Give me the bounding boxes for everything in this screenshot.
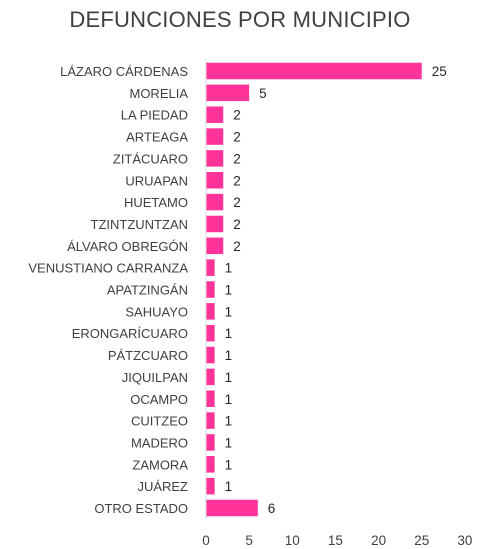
value-label: 1 xyxy=(225,435,233,450)
value-label: 2 xyxy=(233,173,241,188)
value-label: 2 xyxy=(233,130,241,145)
category-label: ZITÁCUARO xyxy=(113,151,188,166)
bar xyxy=(206,259,215,276)
x-tick-label: 25 xyxy=(414,533,429,548)
category-label: SAHUAYO xyxy=(125,304,188,319)
category-label: ERONGARÍCUARO xyxy=(72,326,188,341)
category-label: ÁLVARO OBREGÓN xyxy=(67,239,188,254)
value-label: 1 xyxy=(225,348,233,363)
bar xyxy=(206,106,224,123)
value-label: 2 xyxy=(233,108,241,123)
category-label: HUETAMO xyxy=(124,195,188,210)
x-tick-label: 20 xyxy=(371,533,386,548)
x-tick-label: 30 xyxy=(457,533,472,548)
bar xyxy=(206,499,258,517)
bar xyxy=(206,193,224,211)
bar xyxy=(206,434,215,451)
bar xyxy=(206,346,215,364)
category-label: OCAMPO xyxy=(130,392,188,407)
bar xyxy=(206,215,224,233)
category-label: ZAMORA xyxy=(132,457,188,472)
x-tick-label: 15 xyxy=(328,533,343,548)
value-label: 1 xyxy=(225,326,233,341)
axis-layer: LÁZARO CÁRDENAS MORELIA LA PIEDAD ARTEAGA ZI… xyxy=(28,59,472,548)
value-label: 1 xyxy=(225,479,233,494)
value-label: 1 xyxy=(225,414,233,429)
bar xyxy=(206,368,215,386)
value-label: 1 xyxy=(225,261,233,276)
x-tick-label: 0 xyxy=(202,533,210,548)
bar xyxy=(206,237,224,255)
bar xyxy=(206,477,215,495)
chart-title: DEFUNCIONES POR MUNICIPIO xyxy=(69,7,411,32)
bar xyxy=(206,84,250,102)
value-label: 2 xyxy=(233,217,241,232)
value-label: 2 xyxy=(233,195,241,210)
category-label: MADERO xyxy=(131,435,188,450)
x-tick-label: 10 xyxy=(285,533,300,548)
bar xyxy=(206,281,215,298)
value-label: 1 xyxy=(225,370,233,385)
value-label: 2 xyxy=(233,151,241,166)
value-label: 2 xyxy=(233,239,241,254)
category-label: JIQUILPAN xyxy=(122,370,188,385)
category-label: VENUSTIANO CARRANZA xyxy=(28,261,188,276)
bar xyxy=(206,390,215,407)
bar xyxy=(206,128,224,145)
bar xyxy=(206,412,215,429)
category-label: OTRO ESTADO xyxy=(94,501,188,516)
x-tick-label: 5 xyxy=(245,533,253,548)
bar xyxy=(206,62,422,80)
category-label: TZINTZUNTZAN xyxy=(91,217,188,232)
category-label: JUÁREZ xyxy=(137,479,188,494)
bar xyxy=(206,150,224,167)
bar xyxy=(206,456,215,473)
category-label: MORELIA xyxy=(129,86,188,101)
category-label: LA PIEDAD xyxy=(121,108,188,123)
category-label: ARTEAGA xyxy=(126,130,188,145)
category-label: APATZINGÁN xyxy=(107,283,188,298)
bar xyxy=(206,324,215,342)
category-label: URUAPAN xyxy=(125,173,188,188)
value-label: 6 xyxy=(268,501,276,516)
value-label: 1 xyxy=(225,283,233,298)
bar xyxy=(206,172,224,189)
bar xyxy=(206,303,215,320)
value-label: 25 xyxy=(432,64,447,79)
category-label: LÁZARO CÁRDENAS xyxy=(60,64,188,79)
value-label: 1 xyxy=(225,457,233,472)
value-label: 1 xyxy=(225,392,233,407)
category-label: PÁTZCUARO xyxy=(108,348,188,363)
value-label: 5 xyxy=(259,86,267,101)
category-label: CUITZEO xyxy=(131,414,188,429)
value-label: 1 xyxy=(225,304,233,319)
